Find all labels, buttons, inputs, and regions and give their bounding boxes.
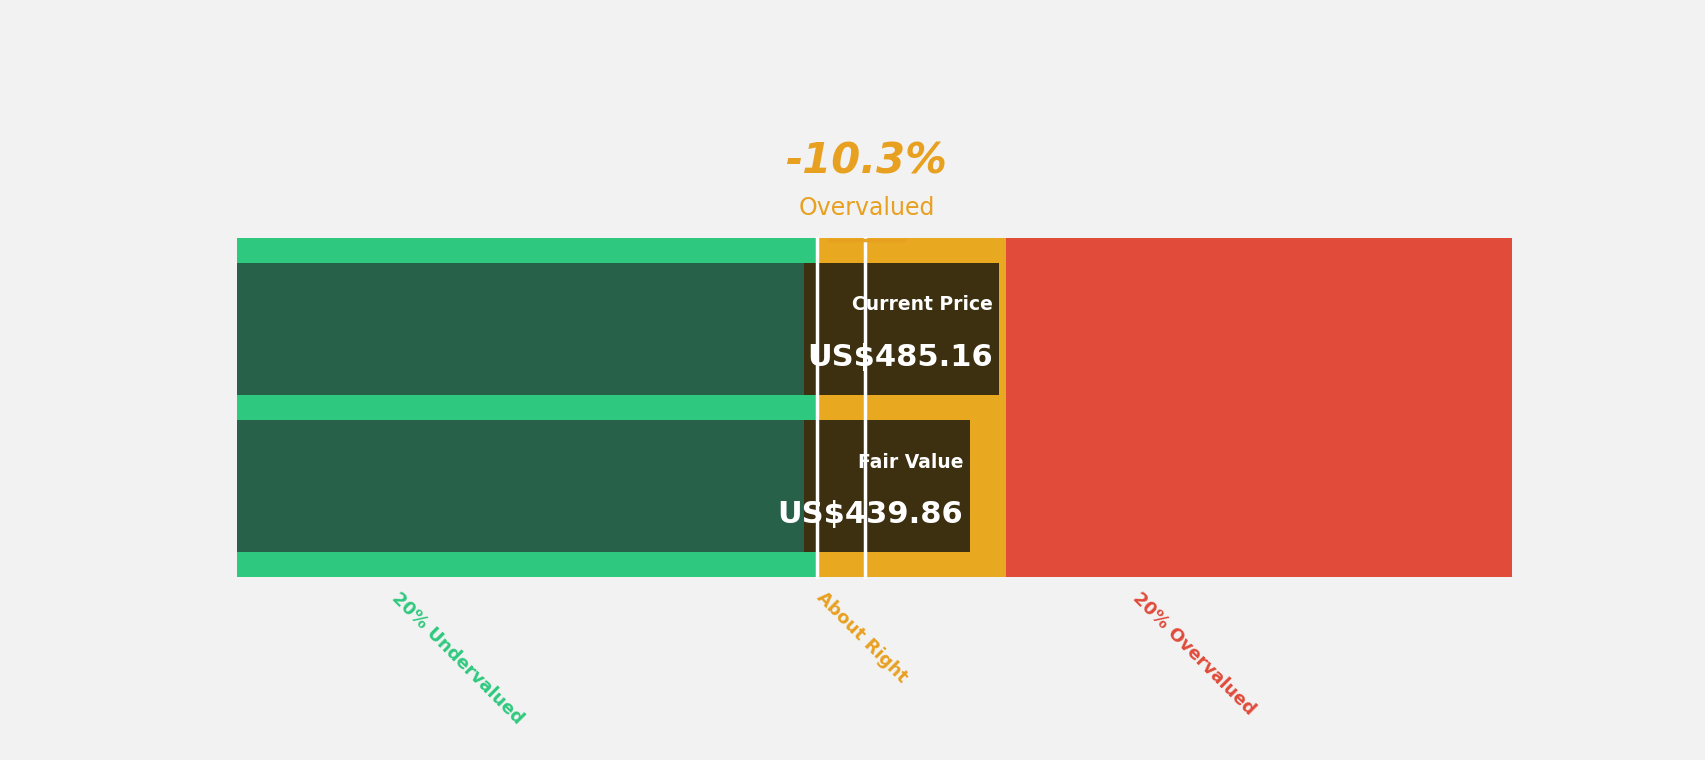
Text: Overvalued: Overvalued <box>798 196 934 220</box>
Text: US$485.16: US$485.16 <box>806 344 992 372</box>
Text: -10.3%: -10.3% <box>786 141 946 182</box>
Text: 20% Undervalued: 20% Undervalued <box>389 588 527 727</box>
Text: US$439.86: US$439.86 <box>777 500 963 530</box>
Bar <box>1004 237 1511 577</box>
Bar <box>803 420 970 552</box>
Bar <box>237 237 817 577</box>
Text: Current Price: Current Price <box>851 296 992 315</box>
Bar <box>803 262 999 394</box>
Bar <box>237 262 999 394</box>
Bar <box>237 420 970 552</box>
Text: 20% Overvalued: 20% Overvalued <box>1129 588 1258 718</box>
Text: About Right: About Right <box>813 588 910 686</box>
Text: Fair Value: Fair Value <box>858 452 963 471</box>
Bar <box>817 237 1004 577</box>
